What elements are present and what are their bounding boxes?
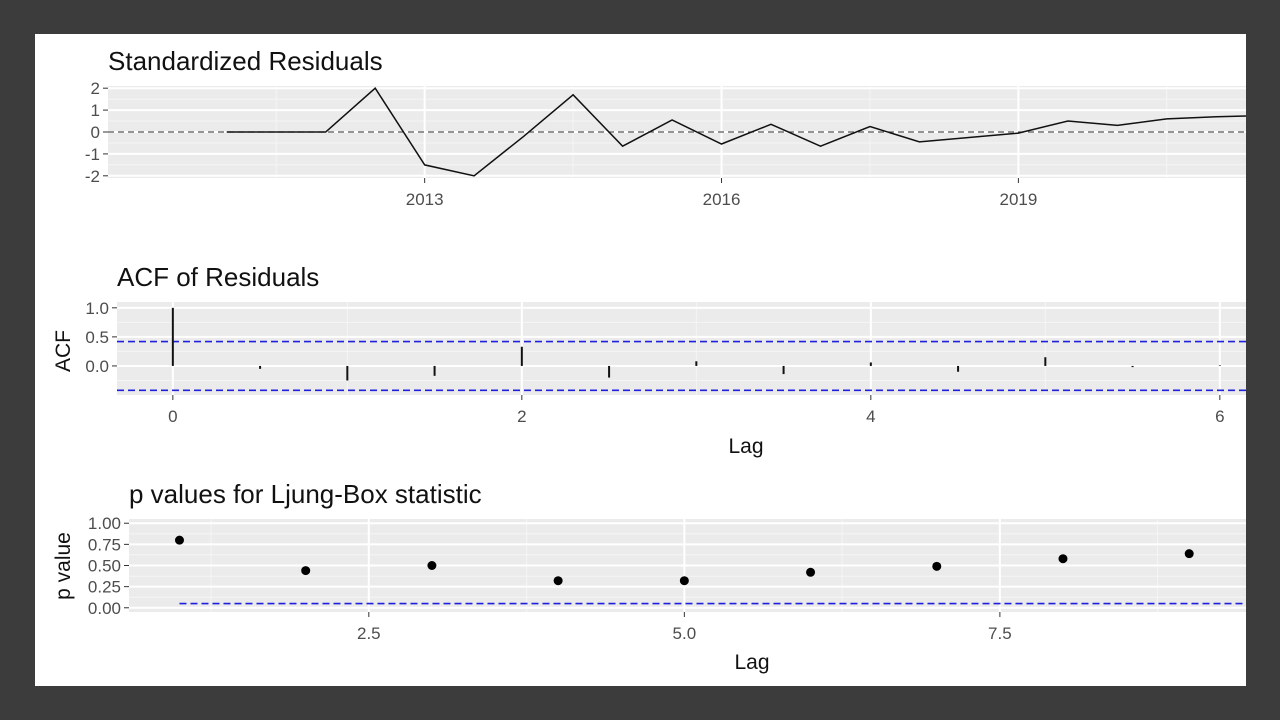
p-value-point <box>174 535 184 545</box>
y-tick-label: 0 <box>91 123 100 142</box>
p-value-point <box>932 561 942 571</box>
y-tick-label: 1 <box>91 101 100 120</box>
p-value-point <box>806 567 816 577</box>
x-tick-labels: 2013 2016 2019 <box>406 178 1037 209</box>
residual-line <box>226 87 1246 177</box>
y-tick-label: 1.00 <box>88 514 121 533</box>
y-tick-labels: 0.0 0.5 1.0 <box>85 299 117 376</box>
residual-series <box>226 87 1246 177</box>
y-tick-label: 1.0 <box>85 299 109 318</box>
y-tick-label: 0.00 <box>88 599 121 618</box>
ljung-box-x-axis-label: Lag <box>734 651 769 674</box>
gridlines <box>129 519 1246 612</box>
p-value-point <box>679 576 689 586</box>
p-value-point <box>301 566 311 576</box>
y-tick-label: 0.0 <box>85 357 109 376</box>
y-tick-label: 2 <box>91 79 100 98</box>
ljung-box-y-axis-label: p value <box>52 532 75 600</box>
acf-title: ACF of Residuals <box>117 262 319 292</box>
standardized-residuals-title: Standardized Residuals <box>108 46 383 76</box>
x-tick-label: 2013 <box>406 190 444 209</box>
y-tick-label: 0.25 <box>88 578 121 597</box>
y-tick-labels: 0.00 0.25 0.50 0.75 1.00 <box>88 514 129 618</box>
y-tick-label: 0.50 <box>88 557 121 576</box>
p-value-point <box>1184 549 1194 559</box>
x-tick-label: 2016 <box>703 190 741 209</box>
x-tick-label: 0 <box>168 407 177 426</box>
acf-bars <box>171 307 1221 381</box>
gridlines <box>117 302 1246 395</box>
ljung-box-panel: p values for Ljung-Box statistic 0.00 0.2… <box>52 479 1246 674</box>
x-tick-label: 6 <box>1215 407 1224 426</box>
acf-y-axis-label: ACF <box>52 330 75 372</box>
y-tick-label: -1 <box>85 145 100 164</box>
x-tick-labels: 2.5 5.0 7.5 <box>357 612 1012 643</box>
x-tick-label: 4 <box>866 407 875 426</box>
y-tick-label: 0.75 <box>88 535 121 554</box>
y-tick-labels: -2 -1 0 1 2 <box>85 79 108 186</box>
p-value-point <box>427 561 437 570</box>
x-tick-label: 5.0 <box>673 624 697 643</box>
x-tick-label: 2 <box>517 407 526 426</box>
x-tick-labels: 0 2 4 6 <box>168 395 1225 426</box>
y-tick-label: 0.5 <box>85 328 109 347</box>
x-tick-label: 2.5 <box>357 624 381 643</box>
acf-x-axis-label: Lag <box>728 435 763 458</box>
p-value-points <box>174 535 1194 586</box>
ljung-box-title: p values for Ljung-Box statistic <box>129 479 482 509</box>
p-value-point <box>553 576 563 586</box>
x-tick-label: 7.5 <box>988 624 1012 643</box>
figure: Standardized Residuals -2 -1 0 1 2 2013 2016 2… <box>35 34 1246 686</box>
acf-panel: ACF of Residuals 0.0 0.5 1.0 0 2 4 6 Lag ACF <box>52 262 1246 458</box>
y-tick-label: -2 <box>85 167 100 186</box>
p-value-point <box>1058 554 1068 564</box>
plot-background <box>117 302 1246 395</box>
x-tick-label: 2019 <box>999 190 1037 209</box>
confidence-bounds <box>117 340 1246 392</box>
